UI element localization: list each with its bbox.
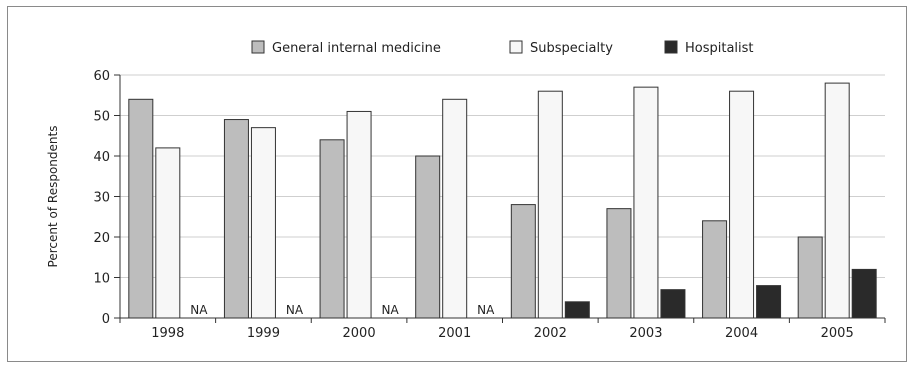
na-label: NA <box>477 303 495 317</box>
legend-swatch <box>664 40 678 54</box>
bar-subspecialty <box>537 90 563 319</box>
na-label: NA <box>286 303 304 317</box>
y-tick-label: 20 <box>93 231 110 246</box>
bar-hospitalist <box>756 285 782 319</box>
bar-general-internal-medicine <box>797 236 823 319</box>
bar-subspecialty <box>442 98 468 319</box>
x-tick-label: 2003 <box>629 326 662 341</box>
bar-subspecialty <box>729 90 755 319</box>
y-tick-label: 50 <box>93 110 110 125</box>
legend-label: Hospitalist <box>685 41 754 56</box>
x-tick-label: 2001 <box>438 326 471 341</box>
legend-swatch <box>509 40 523 54</box>
na-label: NA <box>381 303 399 317</box>
bar-general-internal-medicine <box>319 139 345 319</box>
y-tick-label: 40 <box>93 150 110 165</box>
bar-general-internal-medicine <box>606 208 632 319</box>
x-tick-label: 2005 <box>821 326 854 341</box>
bar-general-internal-medicine <box>415 155 441 319</box>
bar-subspecialty <box>633 86 659 319</box>
legend-swatch <box>251 40 265 54</box>
bar-general-internal-medicine <box>128 98 154 319</box>
y-tick-label: 60 <box>93 69 110 84</box>
y-tick-label: 0 <box>102 312 110 327</box>
bar-general-internal-medicine <box>702 220 728 319</box>
bar-subspecialty <box>346 110 372 319</box>
bar-general-internal-medicine <box>510 204 536 319</box>
x-tick-label: 2002 <box>534 326 567 341</box>
bar-subspecialty <box>824 82 850 319</box>
x-tick-label: 1998 <box>151 326 184 341</box>
x-tick-label: 2004 <box>725 326 758 341</box>
legend-label: Subspecialty <box>530 41 613 56</box>
y-axis-label: Percent of Respondents <box>46 126 60 268</box>
na-label: NA <box>190 303 208 317</box>
x-tick-label: 1999 <box>247 326 280 341</box>
legend-label: General internal medicine <box>272 41 441 56</box>
bar-general-internal-medicine <box>223 119 249 319</box>
bar-subspecialty <box>155 147 181 319</box>
x-tick-label: 2000 <box>343 326 376 341</box>
bar-subspecialty <box>250 127 276 319</box>
bar-hospitalist <box>564 301 590 319</box>
bar-hospitalist <box>851 268 877 319</box>
bar-hospitalist <box>660 289 686 319</box>
y-tick-label: 30 <box>93 191 110 206</box>
y-tick-label: 10 <box>93 272 110 287</box>
